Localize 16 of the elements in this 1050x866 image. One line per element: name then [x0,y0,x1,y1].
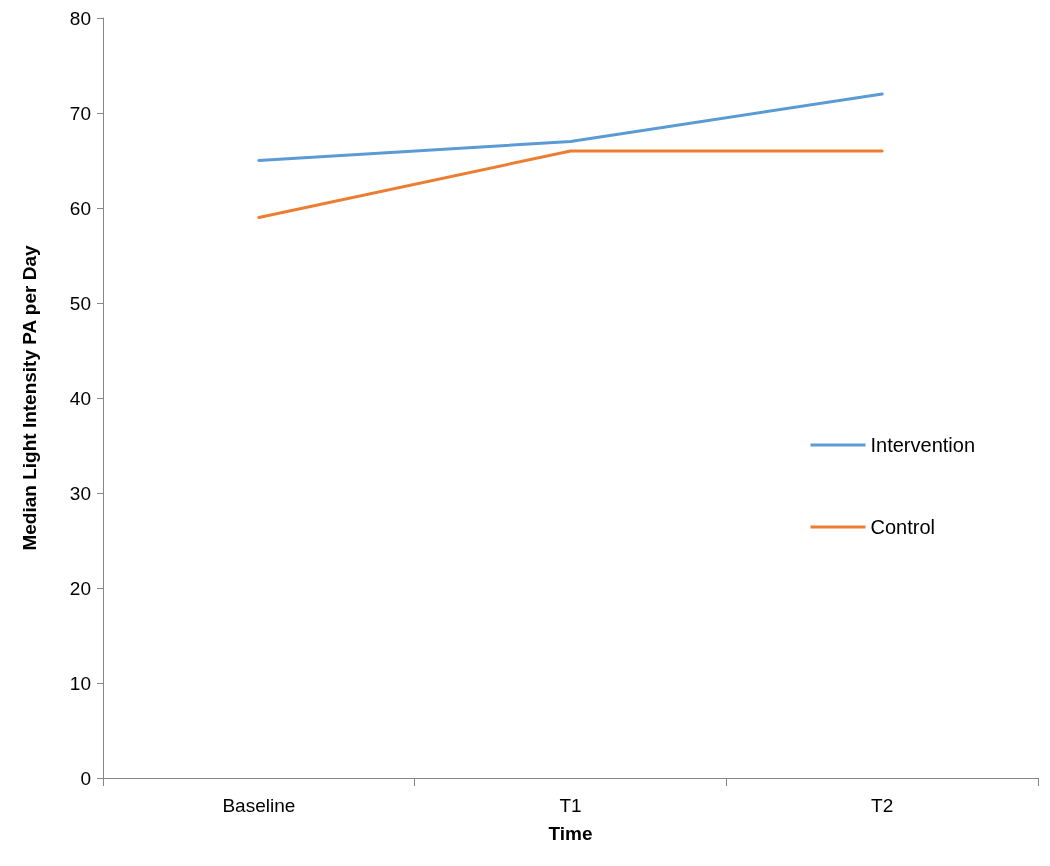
x-tick-label: T1 [559,795,582,816]
y-axis-title: Median Light Intensity PA per Day [19,245,40,551]
y-tick-label: 80 [69,7,91,29]
legend-label: Control [870,516,935,538]
x-tick-label: T2 [871,795,894,816]
x-axis-title: Time [548,823,593,844]
y-tick-label: 0 [80,767,91,789]
x-tick-label: Baseline [222,795,296,816]
y-tick-label: 30 [69,482,91,504]
y-tick-label: 40 [69,387,91,409]
legend-label: Intervention [870,434,975,456]
y-tick-label: 10 [69,672,91,694]
y-tick-label: 60 [69,197,91,219]
y-tick-label: 70 [69,102,91,124]
y-tick-label: 20 [69,577,91,599]
y-tick-label: 50 [69,292,91,314]
